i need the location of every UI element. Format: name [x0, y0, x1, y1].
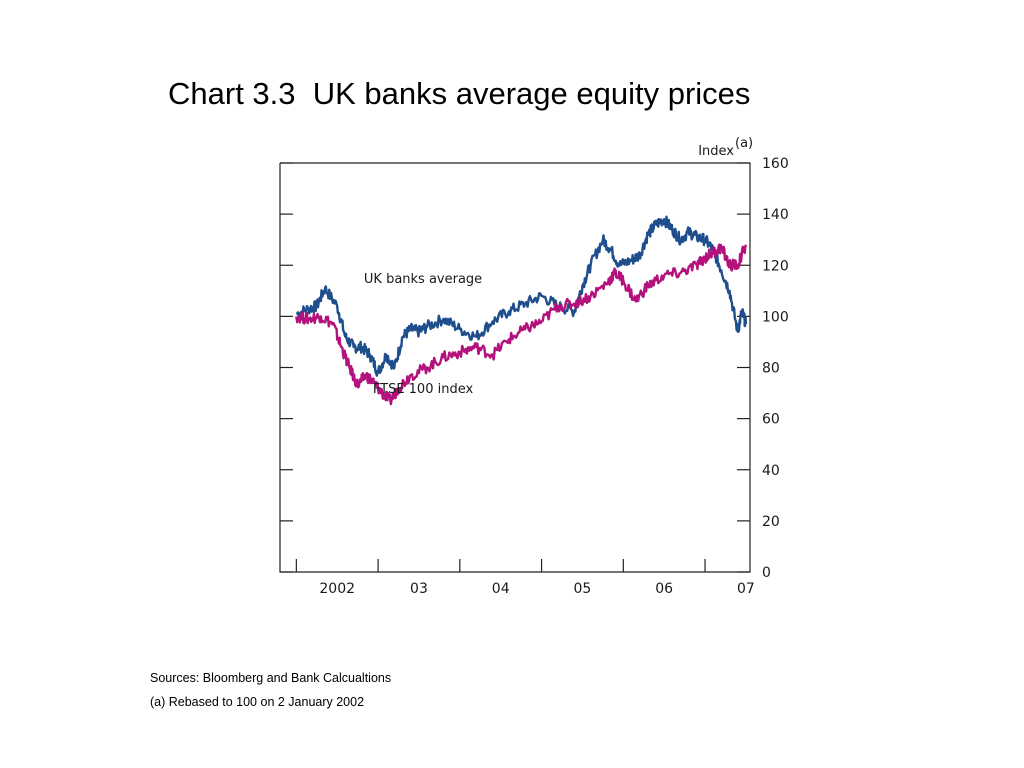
- y-tick-label: 80: [762, 361, 780, 377]
- chart-notes: Sources: Bloomberg and Bank Calcualtions…: [150, 666, 391, 714]
- series-labels: UK banks average FTSE 100 index: [364, 272, 482, 397]
- footnote: (a) Rebased to 100 on 2 January 2002: [150, 695, 365, 709]
- y-tick-label: 60: [762, 412, 780, 428]
- sources-note: Sources: Bloomberg and Bank Calcualtions: [150, 671, 392, 685]
- x-tick-label: 04: [492, 581, 510, 597]
- chart-title: Chart 3.3 UK banks average equity prices: [168, 76, 751, 111]
- y-tick-label: 20: [762, 514, 780, 530]
- series-line-uk-banks-average: [296, 215, 748, 377]
- y-tick-label: 120: [762, 258, 789, 274]
- series-label-ftse-100-index: FTSE 100 index: [373, 382, 474, 397]
- x-tick-label: 2002: [319, 581, 355, 597]
- series-label-uk-banks-average: UK banks average: [364, 272, 482, 287]
- y-tick-label: 100: [762, 309, 789, 325]
- series-line-ftse-100-index: [295, 243, 748, 406]
- y-tick-label: 140: [762, 207, 789, 223]
- y-tick-label: 0: [762, 565, 771, 581]
- x-tick-label: 05: [574, 581, 592, 597]
- x-tick-label: 07: [737, 581, 755, 597]
- y-axis-label: Index: [698, 144, 734, 159]
- series-lines: [295, 215, 748, 406]
- y-tick-label: 160: [762, 156, 789, 172]
- x-axis-ticks: 2002 03 04 05 06 07: [295, 559, 755, 597]
- x-tick-label: 03: [410, 581, 428, 597]
- x-tick-label: 06: [655, 581, 673, 597]
- y-tick-label: 40: [762, 463, 780, 479]
- y-axis-ticks: 0 20 40 60 80 100 120 140 160: [280, 156, 789, 581]
- y-axis-label-group: Index(a): [698, 136, 753, 159]
- y-axis-label-superscript: (a): [735, 136, 753, 151]
